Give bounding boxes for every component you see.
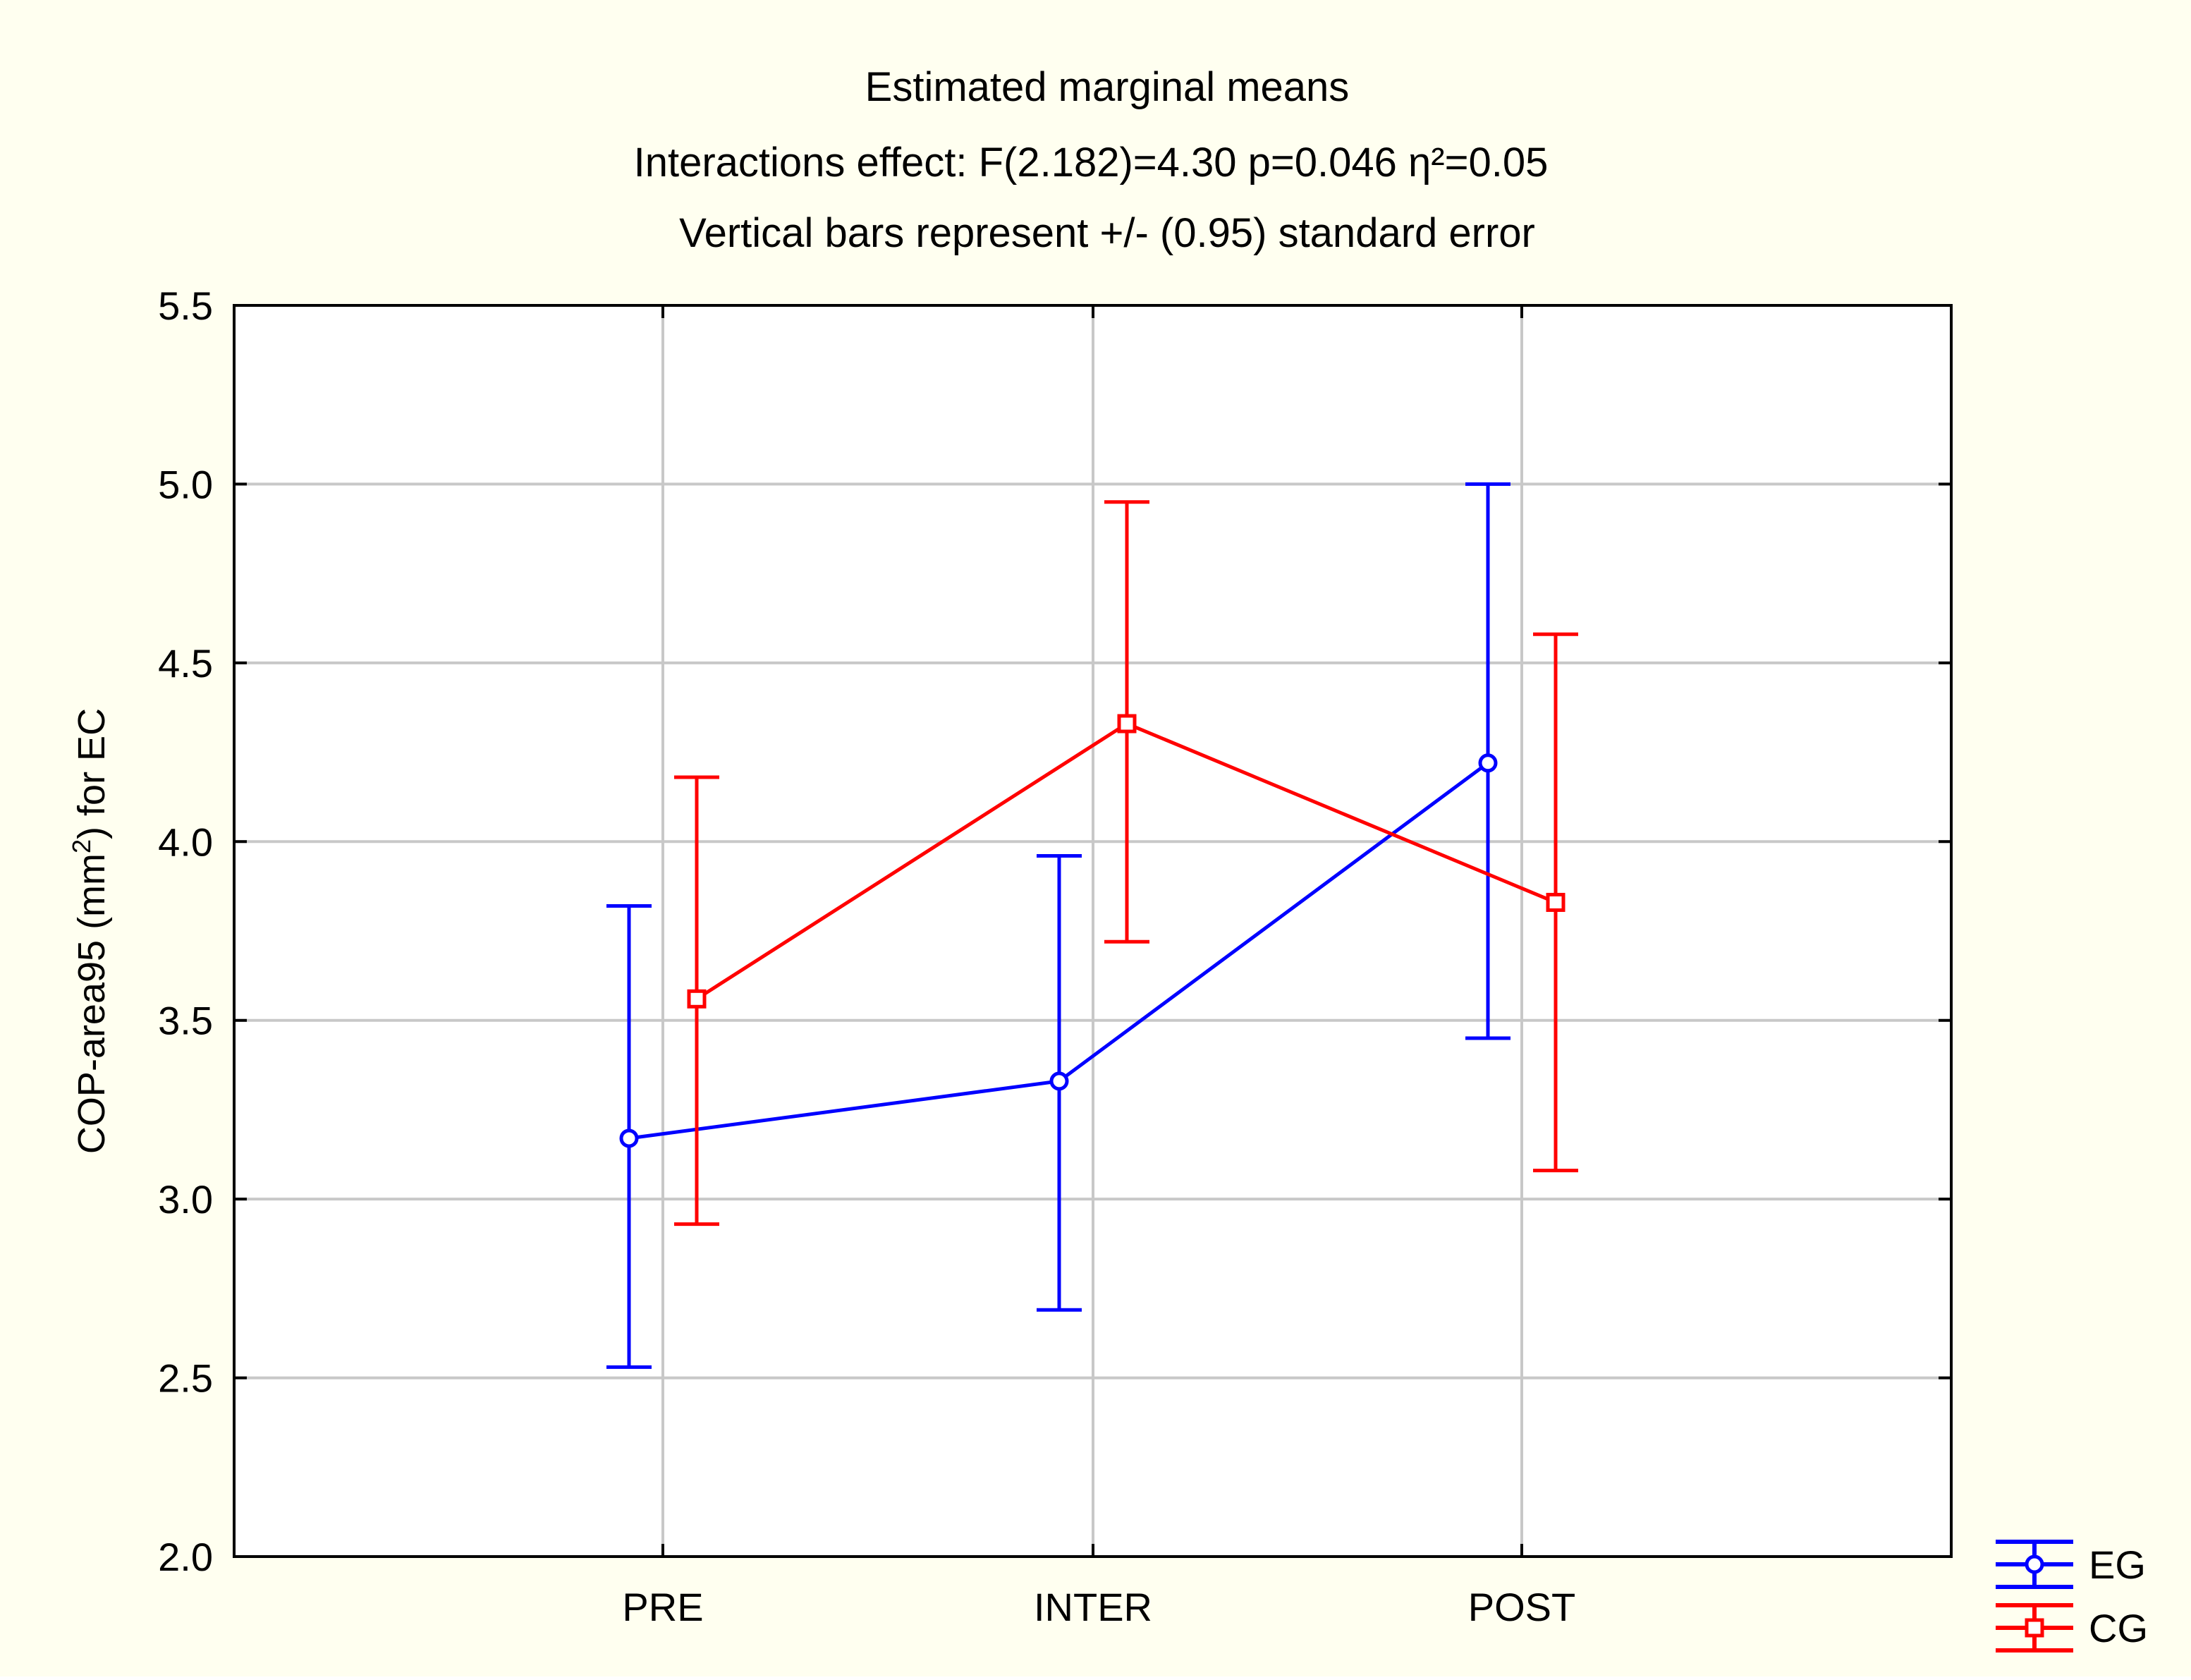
- chart-subtitle-1: Interactions effect: F(2.182)=4.30 p=0.0…: [634, 140, 1549, 185]
- legend-label-eg: EG: [2089, 1542, 2146, 1587]
- chart-title: Estimated marginal means: [865, 64, 1350, 110]
- data-point-eg-inter: [1049, 1071, 1069, 1091]
- legend-item-eg: EG: [1996, 1540, 2146, 1589]
- legend-marker: [2025, 1554, 2044, 1574]
- data-point-eg-pre: [619, 1128, 639, 1148]
- legend: EG CG: [1996, 1540, 2148, 1652]
- series-layer: [606, 482, 1578, 1369]
- y-tick-label-7: 5.5: [158, 284, 213, 328]
- y-tick-label-4: 4.0: [158, 820, 213, 864]
- y-tick-label-3: 3.5: [158, 999, 213, 1043]
- data-point-cg-pre: [687, 989, 707, 1009]
- y-axis-label-prefix: COP-area95 (mm: [71, 853, 113, 1154]
- y-tick-label-1: 2.5: [158, 1356, 213, 1401]
- legend-label-cg: CG: [2089, 1606, 2148, 1650]
- x-tick-label-post: POST: [1468, 1585, 1575, 1629]
- y-tick-label-2: 3.0: [158, 1177, 213, 1222]
- y-tick-label-0: 2.0: [158, 1535, 213, 1579]
- grid-lines: [234, 305, 1951, 1557]
- x-axis-ticks: PRE INTER POST: [622, 305, 1575, 1629]
- y-tick-label-5: 4.5: [158, 641, 213, 686]
- data-point-eg-post: [1478, 753, 1498, 773]
- data-point-cg-inter: [1117, 714, 1137, 734]
- legend-marker: [2025, 1618, 2044, 1638]
- legend-item-cg: CG: [1996, 1603, 2148, 1652]
- y-axis-label-superscript: 2: [67, 839, 96, 853]
- chart-subtitle-2: Vertical bars represent +/- (0.95) stand…: [679, 210, 1535, 256]
- y-axis-label-suffix: ) for EC: [71, 708, 113, 839]
- x-tick-label-inter: INTER: [1034, 1585, 1152, 1629]
- y-axis-ticks: 2.0 2.5 3.0 3.5 4.0 4.5 5.0 5.5: [158, 284, 1951, 1579]
- data-point-cg-post: [1546, 892, 1566, 912]
- series-cg: [674, 500, 1578, 1226]
- x-tick-label-pre: PRE: [622, 1585, 703, 1629]
- y-tick-label-6: 5.0: [158, 462, 213, 506]
- plot-frame: [233, 304, 1953, 1558]
- y-axis-label: COP-area95 (mm2) for EC: [67, 708, 113, 1154]
- series-eg: [606, 482, 1510, 1369]
